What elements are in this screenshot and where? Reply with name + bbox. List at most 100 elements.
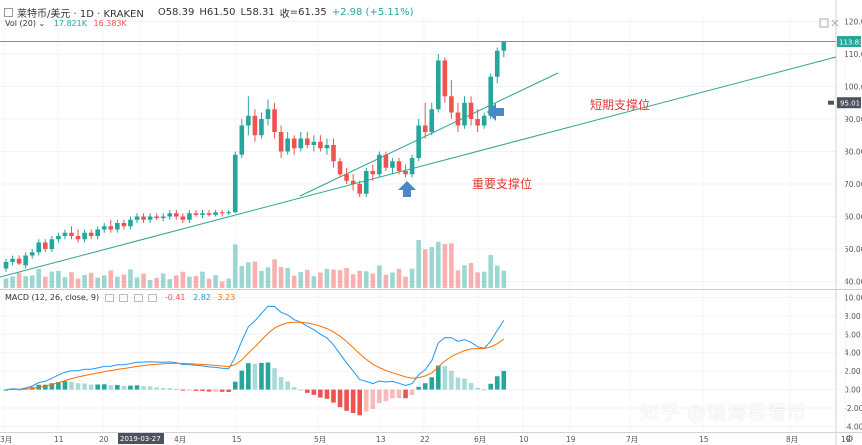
macd-histogram-bar (108, 385, 114, 390)
volume-bar (494, 265, 500, 288)
price-tick-label: 100.00 (844, 83, 862, 92)
volume-bar (409, 268, 415, 288)
crosshair-price-label: 95.01 (840, 100, 860, 108)
candle-body (409, 158, 415, 175)
low-value: 58.31 (246, 6, 275, 18)
candle-body (226, 212, 231, 214)
macd-histogram-bar (318, 389, 323, 398)
macd-histogram-bar (75, 383, 81, 390)
macd-histogram-bar (436, 365, 441, 390)
indicator-settings-icon[interactable] (104, 293, 114, 302)
candle-body (318, 141, 323, 149)
collapse-icon[interactable] (4, 7, 13, 17)
candle-body (363, 171, 369, 194)
macd-histogram-bar (56, 382, 61, 390)
macd-histogram-bar (95, 384, 100, 390)
macd-histogram-bar (134, 385, 140, 390)
crosshair-date-badge (118, 433, 164, 444)
symbol-title[interactable]: 莱特币/美元 · 1D · KRAKEN (17, 8, 144, 20)
macd-tick-label: -2.00 (844, 404, 862, 413)
candle-body (232, 154, 238, 213)
candle-body (82, 232, 87, 240)
volume-bar (108, 270, 114, 288)
macd-tick-label: 6.00 (844, 330, 861, 339)
time-tick-label: 6月 (474, 435, 486, 444)
macd-histogram-bar (501, 370, 507, 390)
macd-hist-value: -0.41 (164, 293, 186, 302)
macd-histogram-bar (265, 362, 271, 390)
volume-bar (396, 268, 402, 288)
candle-body (141, 216, 146, 220)
price-tick-label: 120.00 (844, 18, 862, 27)
time-tick-label: 10 (519, 435, 529, 444)
macd-label[interactable]: MACD (12, 26, close, 9) (5, 293, 100, 302)
candle-body (154, 216, 159, 219)
candle-body (101, 226, 107, 230)
macd-histogram-bar (462, 378, 467, 390)
macd-histogram-bar (239, 370, 245, 390)
candle-body (95, 229, 100, 236)
close-pane-icon (831, 19, 839, 27)
macd-histogram-bar (88, 384, 94, 390)
candle-body (337, 161, 343, 175)
volume-label[interactable]: Vol (20) ⌄ (5, 19, 46, 28)
last-price-badge (837, 36, 861, 48)
price-tick-label: 90.00 (844, 115, 862, 124)
high-value: 61.50 (206, 6, 236, 18)
last-price-label: 113.83 (839, 39, 862, 47)
macd-histogram-bar (383, 389, 389, 402)
candle-body (259, 119, 264, 136)
close-label: 收 (279, 8, 290, 20)
time-tick-label: 8月 (786, 435, 798, 444)
candle-body (265, 109, 271, 119)
candle-body (462, 102, 467, 126)
volume-bar (62, 277, 68, 288)
change-value: +2.98 (+5.11%) (331, 6, 414, 18)
macd-tick-label: 4.00 (844, 349, 861, 358)
short-support-annotation: 短期支撑位 (590, 98, 651, 112)
candle-body (298, 138, 304, 149)
macd-histogram-bar (390, 389, 395, 399)
major-support-trendline (0, 56, 837, 278)
candle-body (403, 171, 408, 175)
time-tick-label: 4月 (174, 435, 186, 444)
candle-body (311, 141, 317, 145)
volume-bar (259, 270, 264, 288)
macd-tick-label: 0.00 (844, 386, 861, 395)
candle-body (213, 212, 218, 215)
indicator-visibility-icon[interactable] (119, 293, 129, 302)
candle-body (56, 236, 61, 240)
macd-tick-label: 10.00 (844, 293, 862, 302)
volume-bar (147, 280, 153, 288)
crosshair-marker (828, 100, 834, 105)
price-tick-label: 80.00 (844, 148, 862, 157)
macd-histogram-bar (344, 389, 349, 411)
indicator-more-icon[interactable] (148, 293, 158, 302)
volume-bar (75, 278, 81, 288)
settings-gear-icon[interactable]: ⚙ (845, 434, 854, 445)
candle-body (429, 109, 435, 132)
candle-body (115, 223, 120, 230)
volume-bar (226, 278, 231, 288)
volume-bar (56, 270, 61, 288)
volume-bar (16, 272, 22, 288)
candle-body (449, 96, 454, 113)
volume-bar (429, 247, 435, 288)
macd-histogram-bar (422, 383, 428, 390)
indicator-close-icon[interactable] (133, 293, 143, 302)
candle-body (49, 239, 55, 249)
price-tick-label: 60.00 (844, 213, 862, 222)
candle-body (121, 223, 127, 227)
time-tick-label: 20 (99, 435, 109, 444)
volume-bar (331, 269, 336, 288)
volume-bar (475, 272, 480, 288)
macd-histogram-bar (449, 370, 454, 390)
volume-bar (501, 270, 507, 288)
candle-body (370, 171, 376, 175)
candle-body (36, 242, 42, 253)
macd-histogram-bar (174, 389, 179, 391)
candle-body (219, 212, 225, 214)
close-value: =61.35 (289, 6, 327, 18)
macd-tick-label: -4.00 (844, 422, 862, 431)
